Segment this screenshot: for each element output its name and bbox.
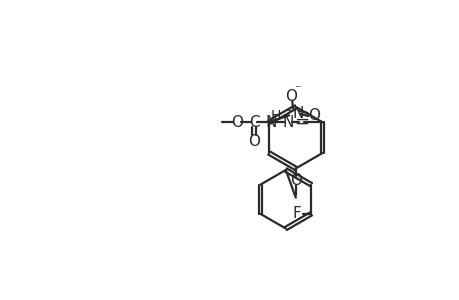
Text: ⁻: ⁻	[294, 83, 300, 96]
Text: H: H	[270, 109, 281, 123]
Text: O: O	[247, 134, 259, 149]
Text: O: O	[230, 115, 242, 130]
Text: O: O	[289, 173, 301, 188]
Text: N: N	[265, 115, 276, 130]
Text: F: F	[292, 206, 301, 221]
Text: N: N	[281, 115, 293, 130]
Text: =: =	[294, 112, 308, 130]
Text: C: C	[248, 115, 259, 130]
Text: ⁺N: ⁺N	[285, 106, 304, 121]
Text: O: O	[308, 108, 320, 123]
Text: O: O	[284, 88, 296, 104]
